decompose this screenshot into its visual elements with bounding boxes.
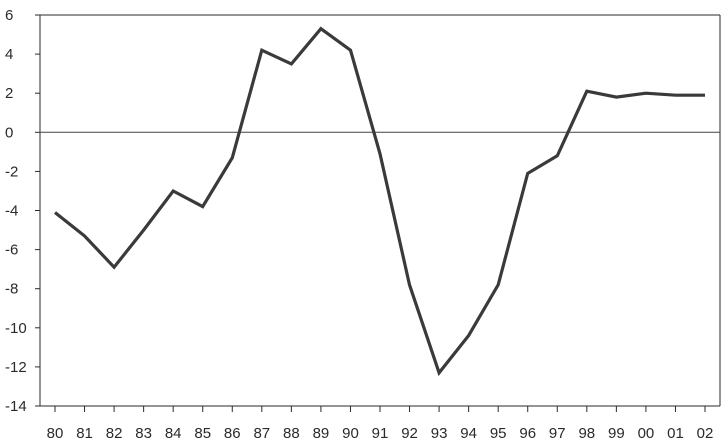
- x-tick-label: 91: [372, 425, 389, 442]
- x-tick-label: 89: [313, 425, 330, 442]
- x-tick-label: 80: [47, 425, 64, 442]
- y-tick-label: 6: [5, 7, 13, 24]
- y-tick-label: 0: [5, 124, 13, 141]
- y-tick-label: -14: [5, 398, 27, 415]
- x-tick-label: 92: [401, 425, 418, 442]
- x-tick-label: 81: [76, 425, 93, 442]
- y-tick-label: -10: [5, 320, 27, 337]
- x-tick-label: 95: [490, 425, 507, 442]
- series-layer: [54, 26, 705, 377]
- x-tick-label: 93: [431, 425, 448, 442]
- x-tick-label: 85: [194, 425, 211, 442]
- y-tick-label: -4: [5, 203, 18, 220]
- plot-frame: [39, 14, 721, 407]
- series-line: [54, 26, 705, 377]
- x-tick-label: 87: [253, 425, 270, 442]
- x-tick-label: 02: [697, 425, 714, 442]
- y-axis-ticks: 6 4 2 0 -2 -4 -6 -8 -10 -12 -14: [5, 7, 40, 415]
- y-tick-label: 2: [5, 85, 13, 102]
- y-tick-label: -6: [5, 242, 18, 259]
- x-tick-label: 99: [608, 425, 625, 442]
- x-tick-label: 97: [549, 425, 566, 442]
- x-tick-label: 98: [578, 425, 595, 442]
- x-tick-label: 90: [342, 425, 359, 442]
- x-tick-label: 01: [667, 425, 684, 442]
- y-tick-label: -2: [5, 163, 18, 180]
- x-tick-label: 82: [106, 425, 123, 442]
- x-tick-label: 84: [165, 425, 182, 442]
- x-tick-label: 94: [460, 425, 477, 442]
- x-tick-label: 96: [519, 425, 536, 442]
- x-tick-label: 88: [283, 425, 300, 442]
- x-axis-ticks: 80 81 82 83 84 85 86 87 88 89 90 91 92 93 94 95 96 97 98 99…: [47, 406, 714, 442]
- y-tick-label: -8: [5, 281, 18, 298]
- y-tick-label: 4: [5, 46, 13, 63]
- x-tick-label: 86: [224, 425, 241, 442]
- y-tick-label: -12: [5, 359, 27, 376]
- x-tick-label: 83: [135, 425, 152, 442]
- x-tick-label: 00: [638, 425, 655, 442]
